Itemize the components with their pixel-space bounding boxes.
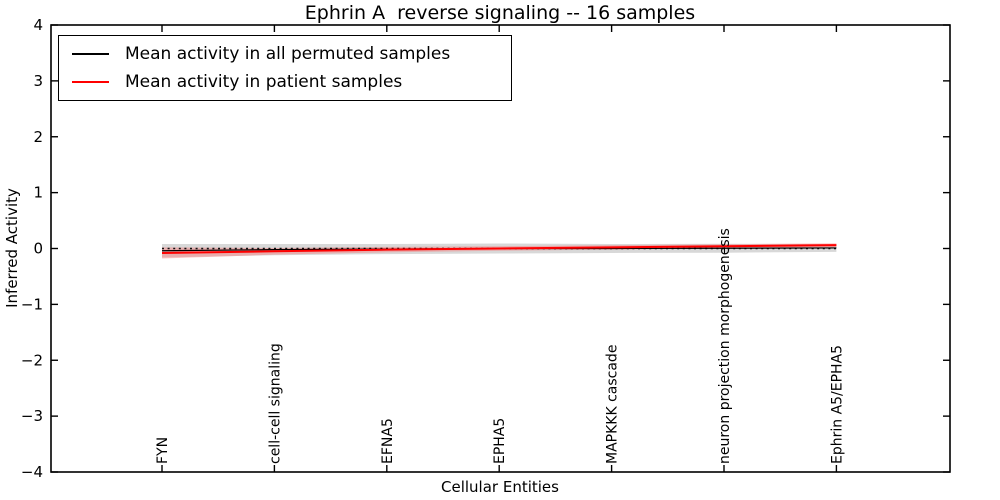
y-tick-label: −4 (21, 463, 43, 481)
y-tick-label: −1 (21, 295, 43, 313)
legend-entry-patient: Mean activity in patient samples (59, 71, 511, 93)
y-tick-label: 1 (33, 184, 43, 202)
x-tick-label: FYN (155, 437, 171, 464)
legend-entry-permuted: Mean activity in all permuted samples (59, 43, 511, 65)
y-tick-label: −3 (21, 407, 43, 425)
x-tick-label: cell-cell signaling (267, 343, 283, 464)
chart-title: Ephrin A reverse signaling -- 16 samples (304, 2, 696, 24)
x-axis-label: Cellular Entities (441, 478, 559, 496)
y-tick-label: −2 (21, 351, 43, 369)
legend-label-patient: Mean activity in patient samples (125, 71, 403, 92)
y-axis-label: Inferred Activity (3, 188, 21, 308)
legend-line-sample-permuted (72, 53, 109, 56)
y-tick-label: 4 (33, 16, 43, 34)
y-tick-label: 3 (33, 72, 43, 90)
y-tick-label: 0 (33, 240, 43, 258)
x-tick-label: MAPKKK cascade (605, 345, 621, 464)
x-tick-label: neuron projection morphogenesis (717, 228, 733, 464)
legend: Mean activity in all permuted samples Me… (58, 35, 512, 101)
x-tick-label: Ephrin A5/EPHA5 (829, 345, 845, 464)
legend-line-sample-patient (72, 80, 109, 83)
y-tick-label: 2 (33, 128, 43, 146)
series-line-1 (161, 244, 837, 254)
legend-label-permuted: Mean activity in all permuted samples (125, 44, 451, 65)
x-tick-label: EFNA5 (380, 418, 396, 464)
x-tick-label: EPHA5 (492, 418, 508, 464)
